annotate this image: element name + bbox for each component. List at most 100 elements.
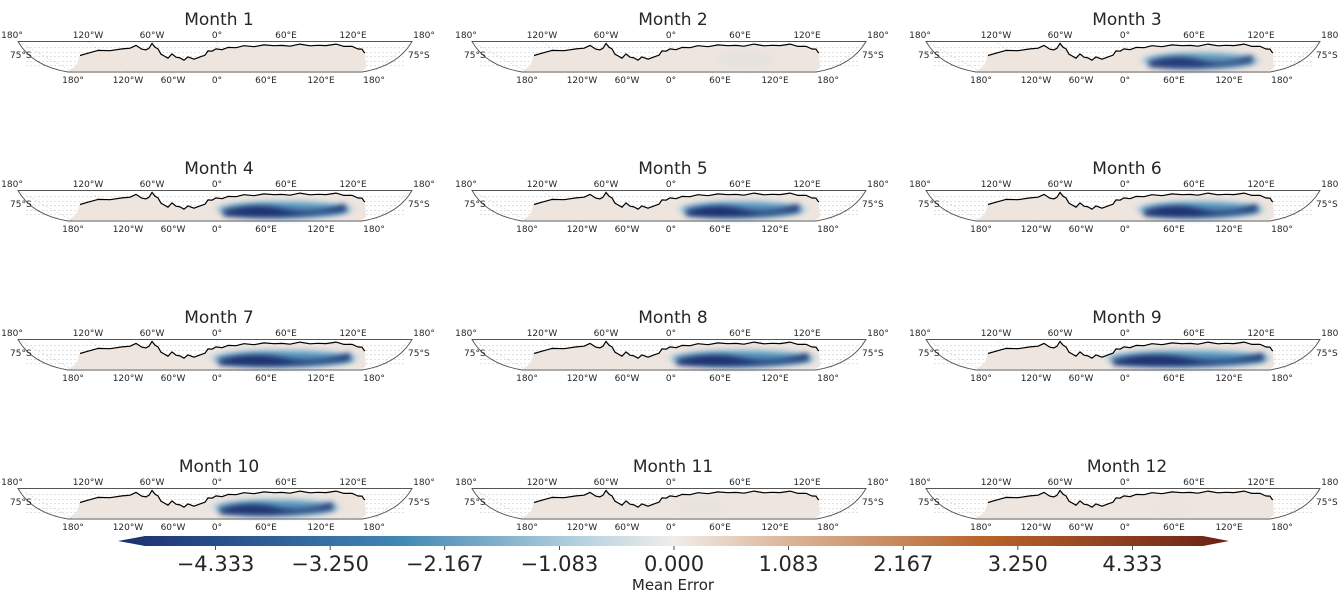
lon-tick-top: 0° bbox=[1120, 478, 1130, 488]
lon-tick-bottom: 120°E bbox=[1215, 76, 1243, 86]
lat-tick-right: 75°S bbox=[408, 349, 430, 359]
map-frame bbox=[925, 41, 1321, 73]
lon-tick-bottom: 60°E bbox=[255, 523, 277, 533]
lat-tick-right: 75°S bbox=[1316, 51, 1338, 61]
lat-tick-right: 75°S bbox=[862, 498, 884, 508]
lon-tick-bottom: 120°W bbox=[1021, 374, 1052, 384]
lon-tick-top: 120°E bbox=[793, 478, 821, 488]
coastline bbox=[987, 42, 1274, 61]
lon-tick-bottom: 0° bbox=[212, 523, 222, 533]
lon-tick-top: 60°E bbox=[1183, 478, 1205, 488]
lon-tick-top: 60°W bbox=[1048, 478, 1073, 488]
lat-tick-left: 75°S bbox=[918, 349, 940, 359]
coastline bbox=[79, 42, 366, 61]
lon-tick-top: 0° bbox=[1120, 180, 1130, 190]
lon-tick-top: 60°W bbox=[1048, 180, 1073, 190]
lon-tick-top: 180° bbox=[455, 329, 477, 339]
map-frame bbox=[17, 41, 413, 73]
map-frame bbox=[925, 190, 1321, 222]
lon-tick-top: 180° bbox=[413, 329, 435, 339]
anomaly-field bbox=[677, 498, 726, 516]
anomaly-core bbox=[1113, 353, 1264, 367]
lon-tick-bottom: 120°W bbox=[567, 225, 598, 235]
lon-tick-top: 60°E bbox=[275, 329, 297, 339]
lat-tick-right: 75°S bbox=[862, 51, 884, 61]
map-panel: Month 4 180° 120°W 60°W 0° 60°E 120°E 180° 180° 1… bbox=[1, 159, 435, 235]
lon-tick-top: 60°E bbox=[275, 180, 297, 190]
lon-tick-top: 120°W bbox=[73, 31, 104, 41]
lon-tick-bottom: 180° bbox=[363, 374, 385, 384]
lat-tick-left: 75°S bbox=[464, 498, 486, 508]
coastline bbox=[79, 191, 366, 210]
lon-tick-bottom: 180° bbox=[970, 225, 992, 235]
coastline bbox=[987, 191, 1274, 210]
lat-tick-left: 75°S bbox=[10, 51, 32, 61]
coastline bbox=[533, 191, 820, 210]
lon-tick-top: 180° bbox=[867, 329, 889, 339]
meridian-line bbox=[925, 41, 982, 73]
panel-title: Month 9 bbox=[1092, 308, 1162, 328]
meridian-line bbox=[471, 488, 528, 520]
lat-tick-left: 75°S bbox=[10, 200, 32, 210]
lon-tick-top: 60°W bbox=[1048, 329, 1073, 339]
lon-tick-top: 120°W bbox=[73, 180, 104, 190]
lon-tick-bottom: 120°W bbox=[567, 76, 598, 86]
coastline bbox=[79, 489, 366, 508]
panels-group: Month 1 180° 120°W 60°W 0° 60°E 120°E 180° 180° 1… bbox=[1, 10, 1338, 533]
anomaly-core bbox=[676, 353, 809, 367]
colorbar-tick-label: 2.167 bbox=[873, 552, 933, 576]
meridian-line bbox=[471, 190, 528, 222]
colorbar-tick-label: 4.333 bbox=[1102, 552, 1162, 576]
lat-tick-left: 75°S bbox=[918, 51, 940, 61]
map-panel: Month 5 180° 120°W 60°W 0° 60°E 120°E 180° 180° 1… bbox=[455, 159, 889, 235]
lon-tick-top: 0° bbox=[212, 478, 222, 488]
lon-tick-bottom: 60°E bbox=[709, 523, 731, 533]
panel-title: Month 6 bbox=[1092, 159, 1162, 179]
lon-tick-top: 180° bbox=[867, 31, 889, 41]
lon-tick-top: 0° bbox=[666, 180, 676, 190]
lon-tick-bottom: 60°W bbox=[1069, 523, 1094, 533]
lon-tick-bottom: 120°E bbox=[307, 225, 335, 235]
colorbar-tick-label: 0.000 bbox=[644, 552, 704, 576]
lat-tick-right: 75°S bbox=[408, 498, 430, 508]
lon-tick-bottom: 0° bbox=[1120, 523, 1130, 533]
lon-tick-bottom: 60°E bbox=[709, 374, 731, 384]
lon-tick-bottom: 120°W bbox=[1021, 225, 1052, 235]
lon-tick-top: 0° bbox=[1120, 31, 1130, 41]
lon-tick-bottom: 0° bbox=[212, 76, 222, 86]
lon-tick-bottom: 180° bbox=[62, 523, 84, 533]
coastline bbox=[79, 340, 366, 359]
lon-tick-bottom: 60°E bbox=[1163, 523, 1185, 533]
lon-tick-bottom: 180° bbox=[516, 76, 538, 86]
lon-tick-top: 60°W bbox=[1048, 31, 1073, 41]
map-panel: Month 8 180° 120°W 60°W 0° 60°E 120°E 180° 180° 1… bbox=[455, 308, 889, 384]
lon-tick-top: 120°E bbox=[793, 180, 821, 190]
colorbar: −4.333 −3.250 −2.167 −1.083 0.000 1.083 2.167 3… bbox=[118, 536, 1229, 594]
lat-tick-left: 75°S bbox=[464, 200, 486, 210]
lon-tick-bottom: 60°E bbox=[255, 225, 277, 235]
lon-tick-top: 60°W bbox=[140, 329, 165, 339]
panel-title: Month 5 bbox=[638, 159, 708, 179]
lon-tick-top: 0° bbox=[666, 31, 676, 41]
anomaly-halo bbox=[1148, 498, 1196, 516]
lon-tick-top: 60°E bbox=[1183, 329, 1205, 339]
lon-tick-top: 180° bbox=[909, 478, 931, 488]
lon-tick-bottom: 180° bbox=[1271, 225, 1293, 235]
coastline bbox=[533, 340, 820, 359]
lon-tick-top: 60°E bbox=[729, 329, 751, 339]
anomaly-halo bbox=[717, 51, 776, 69]
meridian-line bbox=[471, 339, 528, 371]
lon-tick-top: 60°W bbox=[140, 180, 165, 190]
anomaly-field bbox=[213, 200, 356, 218]
lon-tick-top: 180° bbox=[1321, 180, 1338, 190]
lon-tick-bottom: 180° bbox=[363, 225, 385, 235]
colorbar-tick-label: 1.083 bbox=[759, 552, 819, 576]
meridian-line bbox=[471, 41, 528, 73]
lon-tick-top: 60°E bbox=[275, 478, 297, 488]
lon-tick-top: 120°W bbox=[981, 180, 1012, 190]
lon-tick-top: 0° bbox=[666, 478, 676, 488]
lon-tick-bottom: 0° bbox=[666, 523, 676, 533]
lon-tick-bottom: 180° bbox=[363, 76, 385, 86]
coastline bbox=[987, 340, 1274, 359]
lon-tick-top: 0° bbox=[1120, 329, 1130, 339]
